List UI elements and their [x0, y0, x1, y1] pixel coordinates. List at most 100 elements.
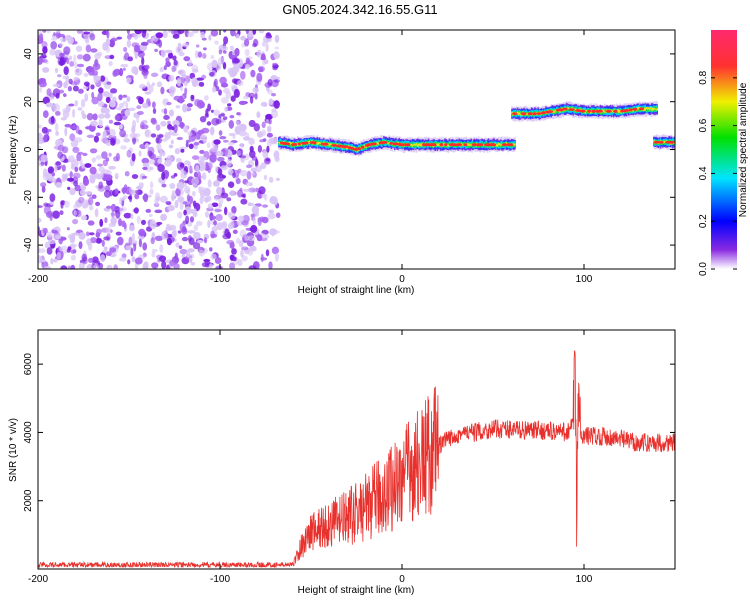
ridge-peak	[312, 141, 317, 145]
noise-speck	[249, 150, 256, 159]
noise-speck	[87, 220, 95, 226]
noise-speck	[68, 55, 73, 61]
noise-speck	[57, 89, 65, 94]
noise-speck	[183, 183, 187, 187]
noise-speck	[49, 48, 56, 56]
ridge-cell	[611, 110, 614, 112]
noise-speck	[241, 255, 248, 262]
noise-speck	[161, 260, 167, 269]
bottom-y-label: SNR (10 * v/v)	[8, 418, 19, 482]
ridge-cell	[654, 108, 656, 110]
noise-speck	[214, 60, 218, 65]
ridge-cell	[649, 107, 652, 109]
noise-speck	[67, 246, 72, 251]
noise-speck	[131, 66, 139, 74]
noise-speck	[73, 76, 79, 81]
noise-speck	[82, 53, 91, 62]
noise-speck	[51, 172, 55, 177]
noise-speck	[248, 202, 255, 207]
noise-speck	[106, 264, 113, 269]
noise-speck	[160, 121, 167, 127]
noise-speck	[101, 239, 105, 247]
noise-speck	[246, 164, 252, 169]
noise-speck	[245, 63, 250, 70]
noise-speck	[156, 134, 160, 144]
noise-speck	[88, 257, 94, 263]
y-tick-label: 2000	[23, 489, 34, 512]
noise-speck	[125, 245, 133, 251]
ridge-cell	[649, 107, 652, 111]
noise-speck	[214, 207, 222, 213]
noise-speck	[52, 210, 60, 219]
noise-speck	[244, 38, 250, 47]
noise-speck	[175, 157, 182, 163]
noise-speck	[69, 188, 76, 196]
noise-speck	[146, 81, 150, 90]
noise-speck	[137, 235, 145, 240]
noise-speck	[191, 176, 200, 186]
noise-speck	[262, 150, 269, 159]
noise-speck	[213, 109, 221, 116]
noise-speck	[215, 118, 222, 125]
bottom-axes: -200 -100 0 100 2000 4000 6000	[23, 330, 675, 585]
noise-speck	[184, 180, 189, 184]
noise-speck	[45, 102, 54, 108]
ridge-peak	[331, 144, 338, 147]
ridge-cell	[329, 143, 332, 146]
noise-speck	[167, 205, 175, 212]
noise-speck	[160, 49, 166, 58]
noise-speck	[232, 172, 236, 179]
figure-title: GN05.2024.342.16.55.G11	[282, 2, 437, 17]
heatmap-marks	[38, 30, 675, 269]
noise-speck	[168, 224, 177, 231]
noise-speck	[183, 209, 187, 216]
noise-speck	[113, 264, 118, 269]
noise-speck	[151, 82, 156, 86]
noise-speck	[150, 72, 159, 78]
ridge-cell	[525, 113, 527, 116]
snr-series-line	[38, 350, 675, 569]
noise-speck	[150, 181, 154, 189]
ridge-peak	[491, 143, 497, 147]
noise-speck	[175, 187, 181, 197]
noise-speck	[67, 177, 75, 182]
noise-speck	[44, 241, 51, 249]
noise-speck	[266, 132, 273, 138]
noise-speck	[95, 201, 101, 207]
noise-speck	[137, 50, 145, 58]
noise-speck	[238, 240, 244, 248]
noise-speck	[228, 212, 236, 220]
noise-speck	[228, 141, 234, 146]
noise-speck	[66, 227, 70, 231]
noise-speck	[245, 181, 251, 187]
noise-speck	[58, 42, 64, 48]
noise-speck	[237, 259, 243, 267]
noise-speck	[74, 166, 79, 172]
noise-speck	[50, 37, 58, 41]
noise-speck	[69, 133, 76, 141]
colorbar-gradient	[711, 30, 737, 269]
noise-speck	[104, 174, 113, 181]
noise-speck	[240, 70, 246, 80]
noise-speck	[256, 49, 262, 58]
noise-speck	[142, 162, 150, 167]
noise-speck	[62, 75, 66, 79]
noise-speck	[249, 62, 254, 67]
ridge-segment	[653, 133, 675, 151]
noise-speck	[43, 205, 51, 215]
noise-speck	[182, 42, 190, 48]
ridge-peak	[632, 107, 638, 111]
noise-speck	[72, 85, 79, 92]
noise-speck	[74, 68, 83, 76]
noise-speck	[178, 245, 183, 250]
noise-speck	[247, 249, 254, 256]
noise-speck	[95, 155, 102, 160]
ridge-cell	[467, 143, 469, 146]
noise-speck	[50, 258, 54, 265]
noise-speck	[144, 143, 150, 149]
noise-speck	[228, 132, 236, 137]
noise-speck	[119, 257, 127, 262]
noise-speck	[190, 96, 195, 102]
noise-speck	[227, 181, 235, 188]
noise-speck	[65, 104, 71, 113]
